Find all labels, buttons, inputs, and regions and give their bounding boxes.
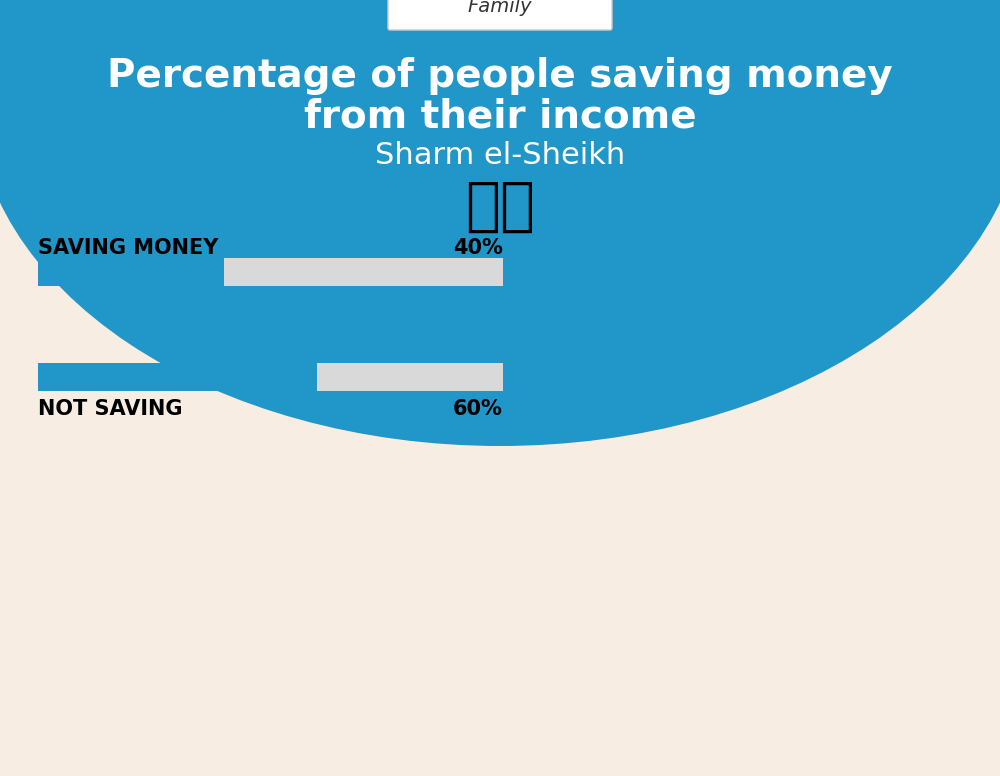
Text: Sharm el-Sheikh: Sharm el-Sheikh [375, 141, 625, 171]
Text: Family: Family [468, 0, 532, 16]
Text: 60%: 60% [453, 399, 503, 419]
Bar [38, 363, 503, 391]
FancyBboxPatch shape [388, 0, 612, 30]
Text: 40%: 40% [453, 238, 503, 258]
Bar [38, 363, 317, 391]
Text: 🇪🇬: 🇪🇬 [465, 178, 535, 234]
Text: from their income: from their income [304, 97, 696, 135]
Text: NOT SAVING: NOT SAVING [38, 399, 182, 419]
Bar [38, 258, 224, 286]
Text: SAVING MONEY: SAVING MONEY [38, 238, 218, 258]
Bar [38, 258, 503, 286]
Ellipse shape [0, 0, 1000, 446]
Text: Percentage of people saving money: Percentage of people saving money [107, 57, 893, 95]
